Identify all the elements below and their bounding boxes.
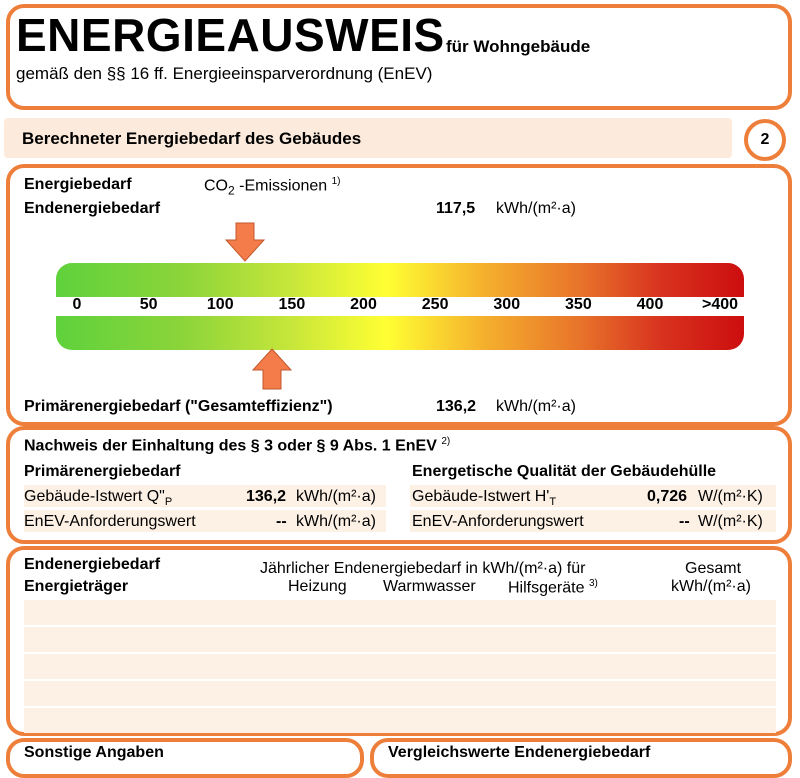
table-row <box>24 627 776 652</box>
scale-gradient-top <box>56 263 744 297</box>
primary-actual-label: Gebäude-Istwert Q"P <box>24 488 173 509</box>
auxiliary-column-header: Hilfsgeräte 3) <box>508 578 598 597</box>
scale-tick-label: >400 <box>701 296 739 313</box>
final-energy-unit: kWh/(m²·a) <box>496 200 576 217</box>
page-number-badge: 2 <box>744 119 786 161</box>
heating-column-header: Heizung <box>288 578 347 595</box>
final-energy-arrow-icon <box>225 222 266 262</box>
envelope-requirement-value: -- <box>679 513 690 530</box>
envelope-requirement-label: EnEV-Anforderungswert <box>412 513 584 530</box>
page-title: ENERGIEAUSWEIS <box>16 9 445 61</box>
primary-actual-value: 136,2 <box>246 488 287 505</box>
row-fill <box>410 510 776 532</box>
envelope-actual-label: Gebäude-Istwert H'T <box>412 488 557 509</box>
primary-energy-label: Primärenergiebedarf ("Gesamteffizienz") <box>24 398 333 415</box>
annual-demand-header: Jährlicher Endenergiebedarf in kWh/(m²·a… <box>260 560 586 577</box>
scale-tick-label: 350 <box>565 296 592 313</box>
table-row <box>24 600 776 625</box>
primary-energy-unit: kWh/(m²·a) <box>496 398 576 415</box>
scale-tick-label: 150 <box>278 296 306 313</box>
primary-actual-unit: kWh/(m²·a) <box>296 488 376 505</box>
scale-tick-label: 250 <box>421 296 449 313</box>
other-info-title: Sonstige Angaben <box>24 744 164 761</box>
table-row <box>24 681 776 706</box>
co2-emissions-label: CO2 -Emissionen 1) <box>204 176 341 198</box>
scale-tick-label: 300 <box>493 296 521 313</box>
primary-energy-value: 136,2 <box>436 398 477 415</box>
table-row <box>24 654 776 679</box>
scale-tick-label: 100 <box>206 296 234 313</box>
primary-heading: Primärenergiebedarf <box>24 463 181 480</box>
regulation-reference: gemäß den §§ 16 ff. Energieeinsparverord… <box>16 64 433 83</box>
table-row <box>24 708 776 733</box>
final-energy-value: 117,5 <box>436 200 476 217</box>
total-column-header: Gesamt <box>685 560 742 577</box>
scale-tick-label: 200 <box>350 296 377 313</box>
row-fill <box>24 510 386 532</box>
final-energy-title: Endenergiebedarf <box>24 556 161 573</box>
primary-requirement-unit: kWh/(m²·a) <box>296 513 376 530</box>
primary-energy-arrow-icon <box>252 348 293 390</box>
primary-requirement-value: -- <box>276 513 287 530</box>
page-subtitle: für Wohngebäude <box>446 37 591 56</box>
carrier-column-header: Energieträger <box>24 578 129 595</box>
hot-water-column-header: Warmwasser <box>383 578 476 595</box>
scale-tick-label: 50 <box>139 296 158 313</box>
scale-tick-label: 0 <box>72 296 82 313</box>
envelope-requirement-unit: W/(m²·K) <box>698 513 763 530</box>
envelope-actual-value: 0,726 <box>647 488 688 505</box>
envelope-actual-unit: W/(m²·K) <box>698 488 763 505</box>
energy-demand-label: Energiebedarf <box>24 176 132 193</box>
comparison-title: Vergleichswerte Endenergiebedarf <box>388 744 651 761</box>
scale-tick-label: 400 <box>636 296 664 313</box>
header-panel <box>6 4 792 110</box>
row-fill <box>410 485 776 507</box>
compliance-title: Nachweis der Einhaltung des § 3 oder § 9… <box>24 436 451 455</box>
section-title: Berechneter Energiebedarf des Gebäudes <box>22 129 362 148</box>
section-heading-bar <box>4 118 732 158</box>
scale-gradient-bottom <box>56 316 744 350</box>
row-fill <box>24 485 386 507</box>
final-energy-label: Endenergiebedarf <box>24 200 161 217</box>
total-unit-header: kWh/(m²·a) <box>671 578 751 595</box>
primary-requirement-label: EnEV-Anforderungswert <box>24 513 196 530</box>
envelope-heading: Energetische Qualität der Gebäudehülle <box>412 463 717 480</box>
